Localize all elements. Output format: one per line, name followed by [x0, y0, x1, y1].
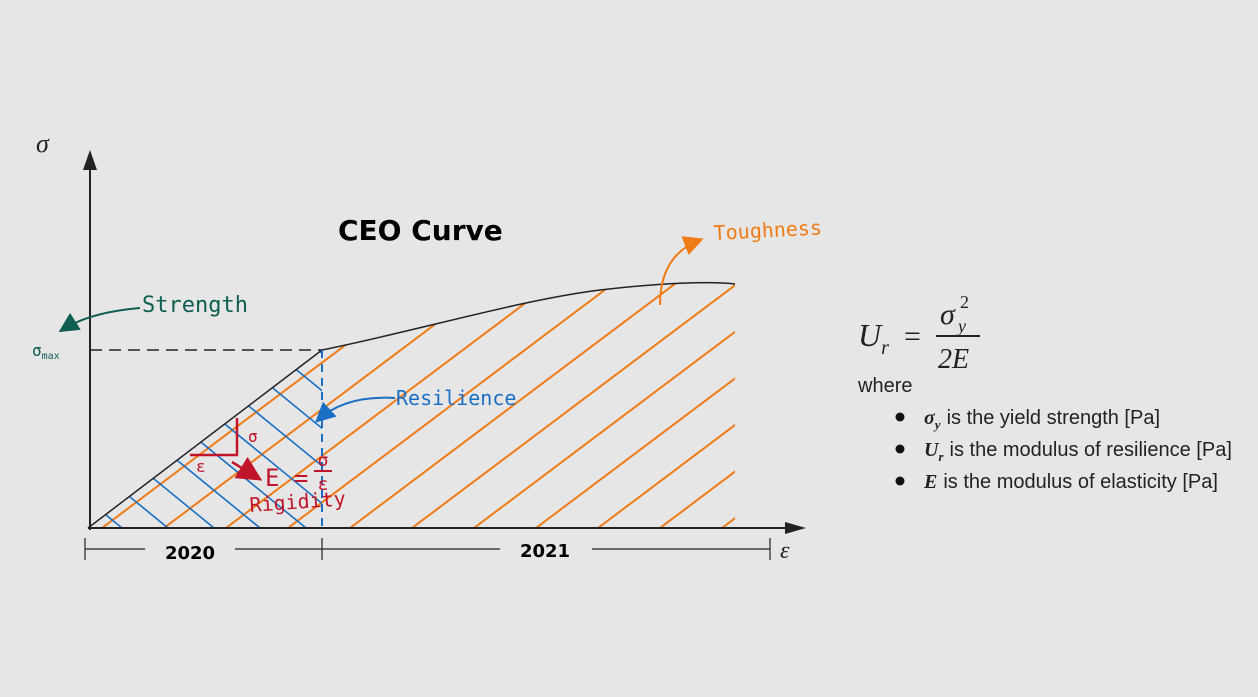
hatch-line [473, 282, 735, 528]
bullet [895, 476, 905, 486]
hatch-line [411, 282, 735, 528]
hatch-line [88, 350, 123, 528]
bullet [895, 412, 905, 422]
modulus-den: ε [318, 474, 329, 495]
toughness-label: Toughness [713, 215, 822, 245]
hatch-line [659, 282, 735, 528]
hatch-line [535, 282, 735, 528]
x-arrow [785, 522, 806, 534]
toughness-arrow [659, 236, 704, 306]
y-axis-label: σ [36, 129, 50, 158]
hatch-line [88, 350, 215, 528]
strength-arrow [58, 307, 141, 333]
legend-item: σy is the yield strength [Pa] [924, 407, 1160, 432]
slope-run: ε [196, 457, 206, 476]
modulus-lhs: E = [265, 464, 308, 492]
period-label: 2020 [165, 543, 215, 564]
y-arrow [83, 150, 97, 170]
legend-intro: where [857, 375, 912, 397]
strength-label: Strength [142, 293, 248, 318]
slope-triangle [190, 418, 239, 457]
rigidity-label: Rigidity [249, 486, 347, 517]
period-bracket [84, 538, 771, 560]
bullet [895, 444, 905, 454]
formula-denominator: 2E [938, 344, 969, 375]
hatch-line [88, 350, 169, 528]
title: CEO Curve [338, 214, 503, 247]
hatch-line [0, 340, 76, 528]
sigma-max-label: σmax [32, 341, 60, 362]
resilience-label: Resilience [396, 386, 516, 410]
hatch-line [349, 282, 681, 528]
formula-equals: = [904, 320, 921, 353]
resilience-arrow [315, 396, 396, 423]
modulus-num: σ [318, 450, 329, 471]
hatch-line [0, 340, 30, 528]
legend-item: Ur is the modulus of resilience [Pa] [924, 439, 1232, 464]
rigidity-arrow [231, 456, 263, 481]
hatch-line [287, 282, 619, 528]
hatch-line [597, 282, 735, 528]
x-axis-label: ε [780, 538, 790, 564]
formula-numerator: σ y2 [940, 292, 969, 336]
period-label: 2021 [520, 541, 570, 562]
slope-rise: σ [248, 427, 258, 446]
hatch-line [259, 350, 322, 528]
curve [87, 281, 736, 529]
legend: σy is the yield strength [Pa] Ur is the mod… [895, 407, 1232, 493]
toughness-hatch [88, 282, 735, 528]
hatch-line [225, 282, 557, 528]
formula-lhs: Ur [858, 317, 889, 359]
